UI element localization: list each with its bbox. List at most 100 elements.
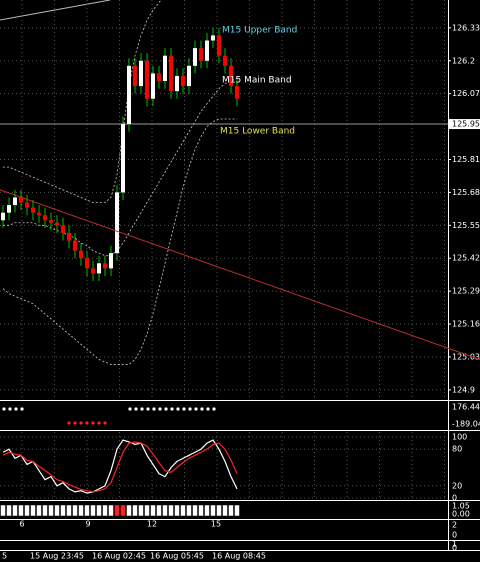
strip-bar (120, 504, 126, 517)
dot (188, 407, 192, 411)
strip-bar (150, 504, 156, 517)
dot (2, 407, 6, 411)
dot (73, 421, 77, 425)
candle-body (85, 258, 89, 269)
candle-body (7, 205, 11, 213)
strip-bar (36, 504, 42, 517)
strip-bar (66, 504, 72, 517)
strip-bar (174, 504, 180, 517)
candle-body (97, 263, 101, 274)
candle-body (205, 40, 209, 61)
strip-bar (144, 504, 150, 517)
candle-body (109, 253, 113, 269)
indicator-label: 2 (452, 521, 457, 530)
day-label: 12 (147, 520, 157, 529)
strip-bar (156, 504, 162, 517)
y-tick-label: 126.07 (452, 89, 480, 98)
y-tick-label: 125.81 (452, 155, 480, 164)
candle-body (193, 48, 197, 66)
candle-body (103, 263, 107, 269)
candle-body (223, 55, 227, 66)
strip-bar (42, 504, 48, 517)
y-tick-label: 125.42 (452, 254, 480, 263)
indicator-label: 0 (452, 544, 457, 553)
indicator-label: 1.05 (452, 502, 470, 511)
band-label: M15 Main Band (222, 76, 292, 86)
strip-bar (234, 504, 240, 517)
y-tick-label: 124.9 (452, 385, 475, 394)
strip-bar (18, 504, 24, 517)
candle-body (127, 65, 131, 125)
candle-body (217, 35, 221, 56)
stoch-plot (0, 436, 448, 499)
candle-body (43, 215, 47, 221)
strip-bar (168, 504, 174, 517)
band-line (2, 118, 237, 365)
candle-body (67, 232, 71, 241)
dot (134, 407, 138, 411)
strip-bar (216, 504, 222, 517)
y-tick-label: 125.68 (452, 188, 480, 197)
candle-body (25, 202, 29, 208)
drawing-line (0, 0, 111, 21)
strip-bar (210, 504, 216, 517)
dot (91, 421, 95, 425)
y-tick-label: 20 (452, 481, 462, 490)
strip-bar (102, 504, 108, 517)
strip-bar (204, 504, 210, 517)
y-tick-label: 0 (452, 494, 457, 503)
dot (182, 407, 186, 411)
strip-bar (180, 504, 186, 517)
strip-bar (108, 504, 114, 517)
dot (85, 421, 89, 425)
candle-body (187, 65, 191, 87)
y-tick-label: 125.16 (452, 320, 480, 329)
indicator-label: 0.00 (452, 510, 470, 519)
day-label: 6 (19, 520, 24, 529)
candle-body (73, 240, 77, 251)
candle-body (145, 60, 149, 99)
dot (8, 407, 12, 411)
candle-body (133, 65, 137, 87)
candle-body (175, 75, 179, 92)
trendline (0, 189, 480, 360)
candle-body (163, 55, 167, 82)
y-tick-label: 100 (452, 433, 467, 442)
strip-bar (84, 504, 90, 517)
dot (128, 407, 132, 411)
indicator-label: 1 (452, 540, 457, 549)
strip-bar (96, 504, 102, 517)
dot (97, 421, 101, 425)
candle-body (115, 192, 119, 254)
band-line (3, 78, 238, 257)
candle-body (235, 86, 239, 99)
strip-bar (192, 504, 198, 517)
dot (67, 421, 71, 425)
strip-bar (12, 504, 18, 517)
dot (79, 421, 83, 425)
candle-body (199, 48, 203, 61)
candle-body (31, 207, 35, 213)
y-tick-label: 126.33 (452, 23, 480, 32)
strip-bar (78, 504, 84, 517)
strip-bar (198, 504, 204, 517)
strip-bar (48, 504, 54, 517)
dot (140, 407, 144, 411)
strip-bar (0, 504, 6, 517)
strip-bar (114, 504, 120, 517)
time-label: 15 Aug 23:45 (30, 552, 84, 561)
band-line (3, 0, 162, 203)
stoch-line (2, 441, 238, 493)
candle-body (139, 60, 143, 87)
y-tick-label: 125.55 (452, 221, 480, 230)
candle-body (49, 220, 53, 223)
dot (206, 407, 210, 411)
candle-body (37, 212, 41, 216)
y-tick-label: 125.03 (452, 352, 480, 361)
strip-bar (126, 504, 132, 517)
strip-bar (24, 504, 30, 517)
band-label: M15 Lower Band (220, 127, 295, 137)
candle-body (121, 124, 125, 193)
candle-body (169, 55, 173, 92)
